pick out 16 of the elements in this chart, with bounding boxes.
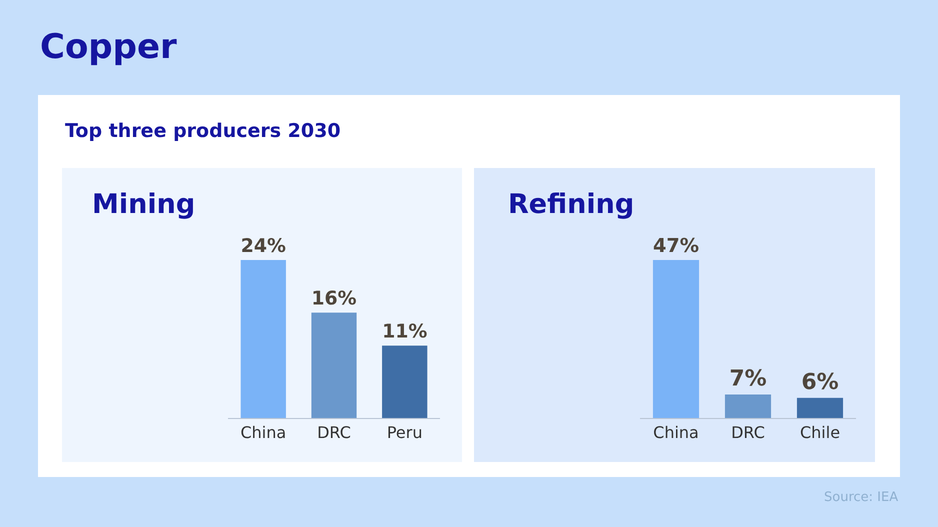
chart-title: Mining	[92, 189, 196, 220]
x-tick-label: China	[240, 423, 286, 442]
x-tick-label: DRC	[317, 423, 351, 442]
x-tick-label: China	[653, 423, 699, 442]
data-label: 16%	[311, 288, 357, 310]
data-label: 24%	[240, 234, 286, 257]
data-label: 7%	[729, 366, 767, 392]
data-label: 6%	[801, 370, 839, 395]
text: Top three producers 2030	[65, 120, 341, 142]
chart-title: Refining	[508, 189, 634, 220]
data-label: 11%	[382, 320, 428, 342]
x-tick-label: DRC	[731, 423, 765, 442]
text: Copper	[40, 27, 178, 67]
x-tick-label: Chile	[800, 423, 840, 442]
x-tick-label: Peru	[386, 423, 422, 442]
data-label: 47%	[652, 234, 700, 257]
